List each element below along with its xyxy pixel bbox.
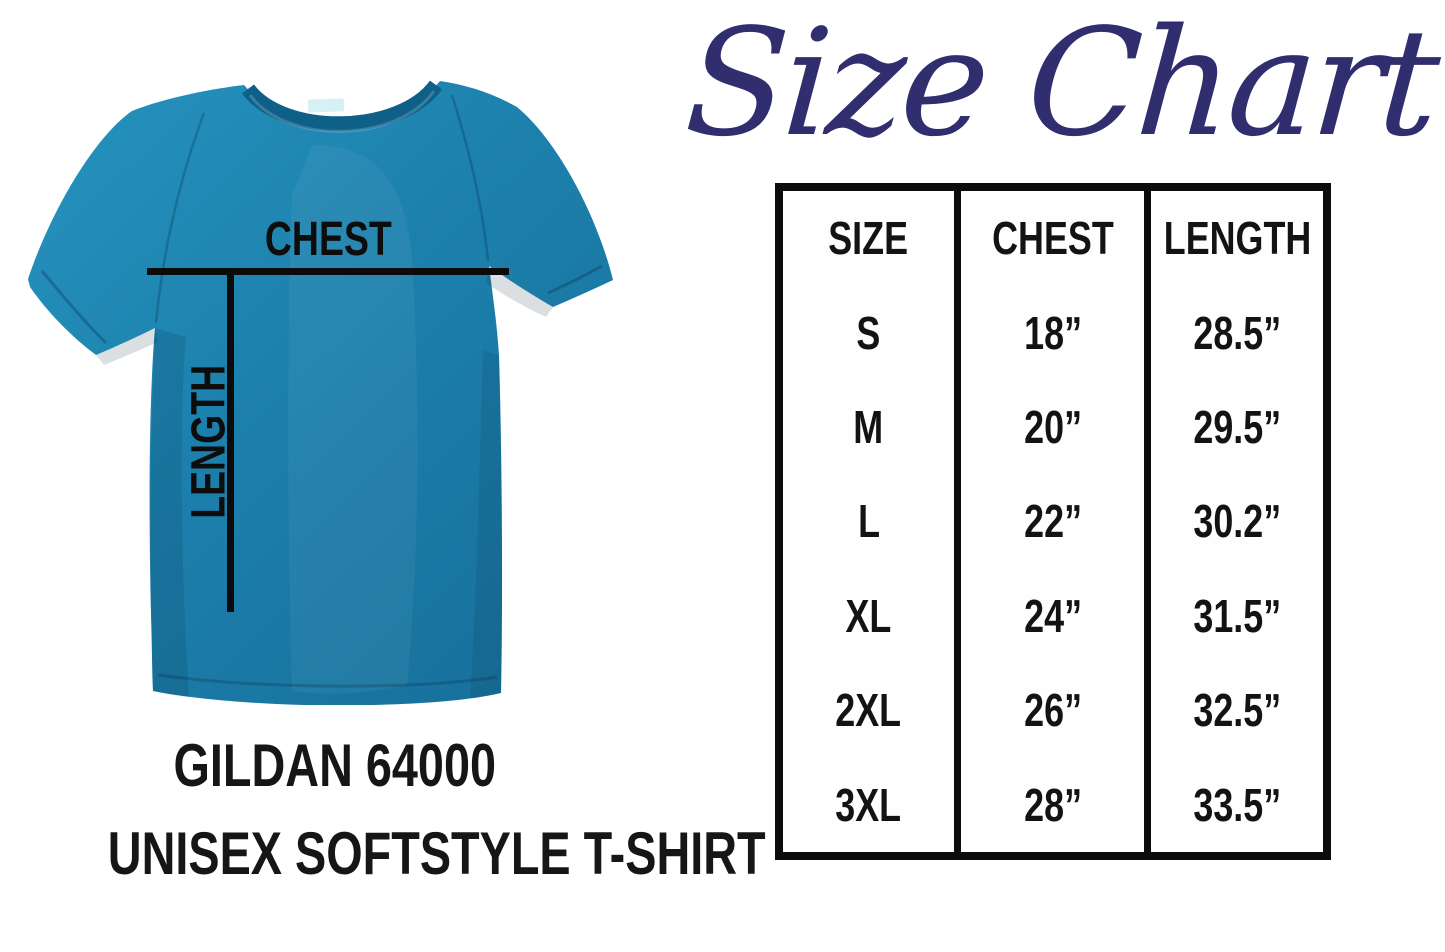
size-cell: M: [853, 401, 884, 454]
length-cell: 28.5”: [1193, 306, 1282, 359]
size-cell: 2XL: [835, 684, 902, 737]
tshirt-illustration: CHEST LENGTH: [12, 55, 622, 705]
length-cell: 32.5”: [1193, 684, 1282, 737]
size-cell: 3XL: [835, 778, 902, 831]
length-label: LENGTH: [182, 364, 236, 519]
chest-column: CHEST 18” 20” 22” 24” 26” 28”: [954, 191, 1152, 852]
column-header-size: SIZE: [828, 212, 909, 265]
column-header-chest: CHEST: [991, 212, 1114, 265]
size-cell: S: [856, 306, 881, 359]
size-cell: L: [857, 495, 880, 548]
chest-label: CHEST: [264, 213, 392, 266]
product-name: UNISEX SOFTSTYLE T-SHIRT: [107, 820, 766, 887]
length-cell: 33.5”: [1193, 778, 1282, 831]
length-measure-line: [227, 268, 234, 612]
length-cell: 31.5”: [1193, 589, 1282, 642]
chest-measure-line: [147, 268, 509, 275]
length-column: LENGTH 28.5” 29.5” 30.2” 31.5” 32.5” 33.…: [1151, 191, 1323, 852]
size-cell: XL: [845, 589, 892, 642]
chest-cell: 28”: [1023, 778, 1082, 831]
chest-cell: 22”: [1023, 495, 1082, 548]
chest-cell: 24”: [1023, 589, 1082, 642]
chest-cell: 18”: [1023, 306, 1082, 359]
length-cell: 29.5”: [1193, 401, 1282, 454]
column-header-length: LENGTH: [1163, 212, 1311, 265]
chest-cell: 26”: [1023, 684, 1082, 737]
product-caption: GILDAN 64000 UNISEX SOFTSTYLE T-SHIRT: [15, 722, 766, 898]
size-column: SIZE S M L XL 2XL 3XL: [783, 191, 954, 852]
tshirt-image: [28, 80, 613, 705]
page-title: Size Chart: [680, 0, 1442, 169]
chest-cell: 20”: [1023, 401, 1082, 454]
size-table: SIZE S M L XL 2XL 3XL CHEST 18” 20” 22” …: [775, 183, 1331, 860]
product-model: GILDAN 64000: [173, 732, 497, 799]
length-cell: 30.2”: [1193, 495, 1282, 548]
